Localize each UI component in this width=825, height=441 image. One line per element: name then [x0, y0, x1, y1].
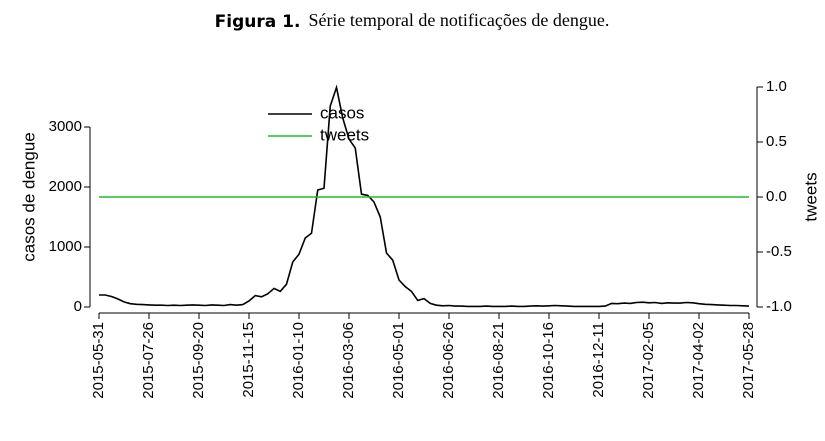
x-tick-label: 2017-04-02 — [690, 322, 707, 399]
x-tick-label: 2016-10-16 — [540, 322, 557, 399]
x-tick-label: 2015-05-31 — [90, 322, 107, 399]
x-tick-label: 2016-05-01 — [390, 322, 407, 399]
legend-label: tweets — [320, 125, 369, 144]
x-tick-label: 2015-09-20 — [190, 322, 207, 399]
y-tick-label: 3000 — [49, 118, 82, 135]
y2-tick-label: -1.0 — [766, 298, 792, 315]
x-tick-label: 2016-03-06 — [340, 322, 357, 399]
x-tick-label: 2016-12-11 — [590, 322, 607, 398]
chart-title: Figura 1. Série temporal de notificações … — [215, 10, 610, 32]
series-line — [99, 84, 750, 308]
figure-label: Figura 1. — [215, 12, 301, 32]
y2-tick-label: 0.0 — [766, 188, 787, 205]
y-tick-label: 0 — [74, 298, 82, 315]
x-tick-label: 2016-06-26 — [440, 322, 457, 399]
y-axis-label: casos de dengue — [19, 132, 38, 262]
x-tick-label: 2016-01-10 — [290, 322, 307, 399]
y-tick-label: 2000 — [49, 178, 82, 195]
x-tick-label: 2017-05-28 — [740, 322, 757, 399]
y2-axis-label: tweets — [801, 172, 820, 221]
y-tick-label: 1000 — [49, 238, 82, 255]
x-tick-label: 2017-02-05 — [640, 322, 657, 399]
y2-tick-label: 1.0 — [766, 78, 787, 95]
x-tick-label: 2016-08-21 — [490, 322, 507, 399]
legend-label: casos — [320, 103, 364, 122]
y2-tick-label: 0.5 — [766, 133, 787, 150]
y2-tick-label: -0.5 — [766, 243, 792, 260]
x-tick-label: 2015-07-26 — [140, 322, 157, 399]
x-tick-label: 2015-11-15 — [240, 322, 257, 398]
title-text: Série temporal de notificações de dengue… — [308, 10, 609, 30]
